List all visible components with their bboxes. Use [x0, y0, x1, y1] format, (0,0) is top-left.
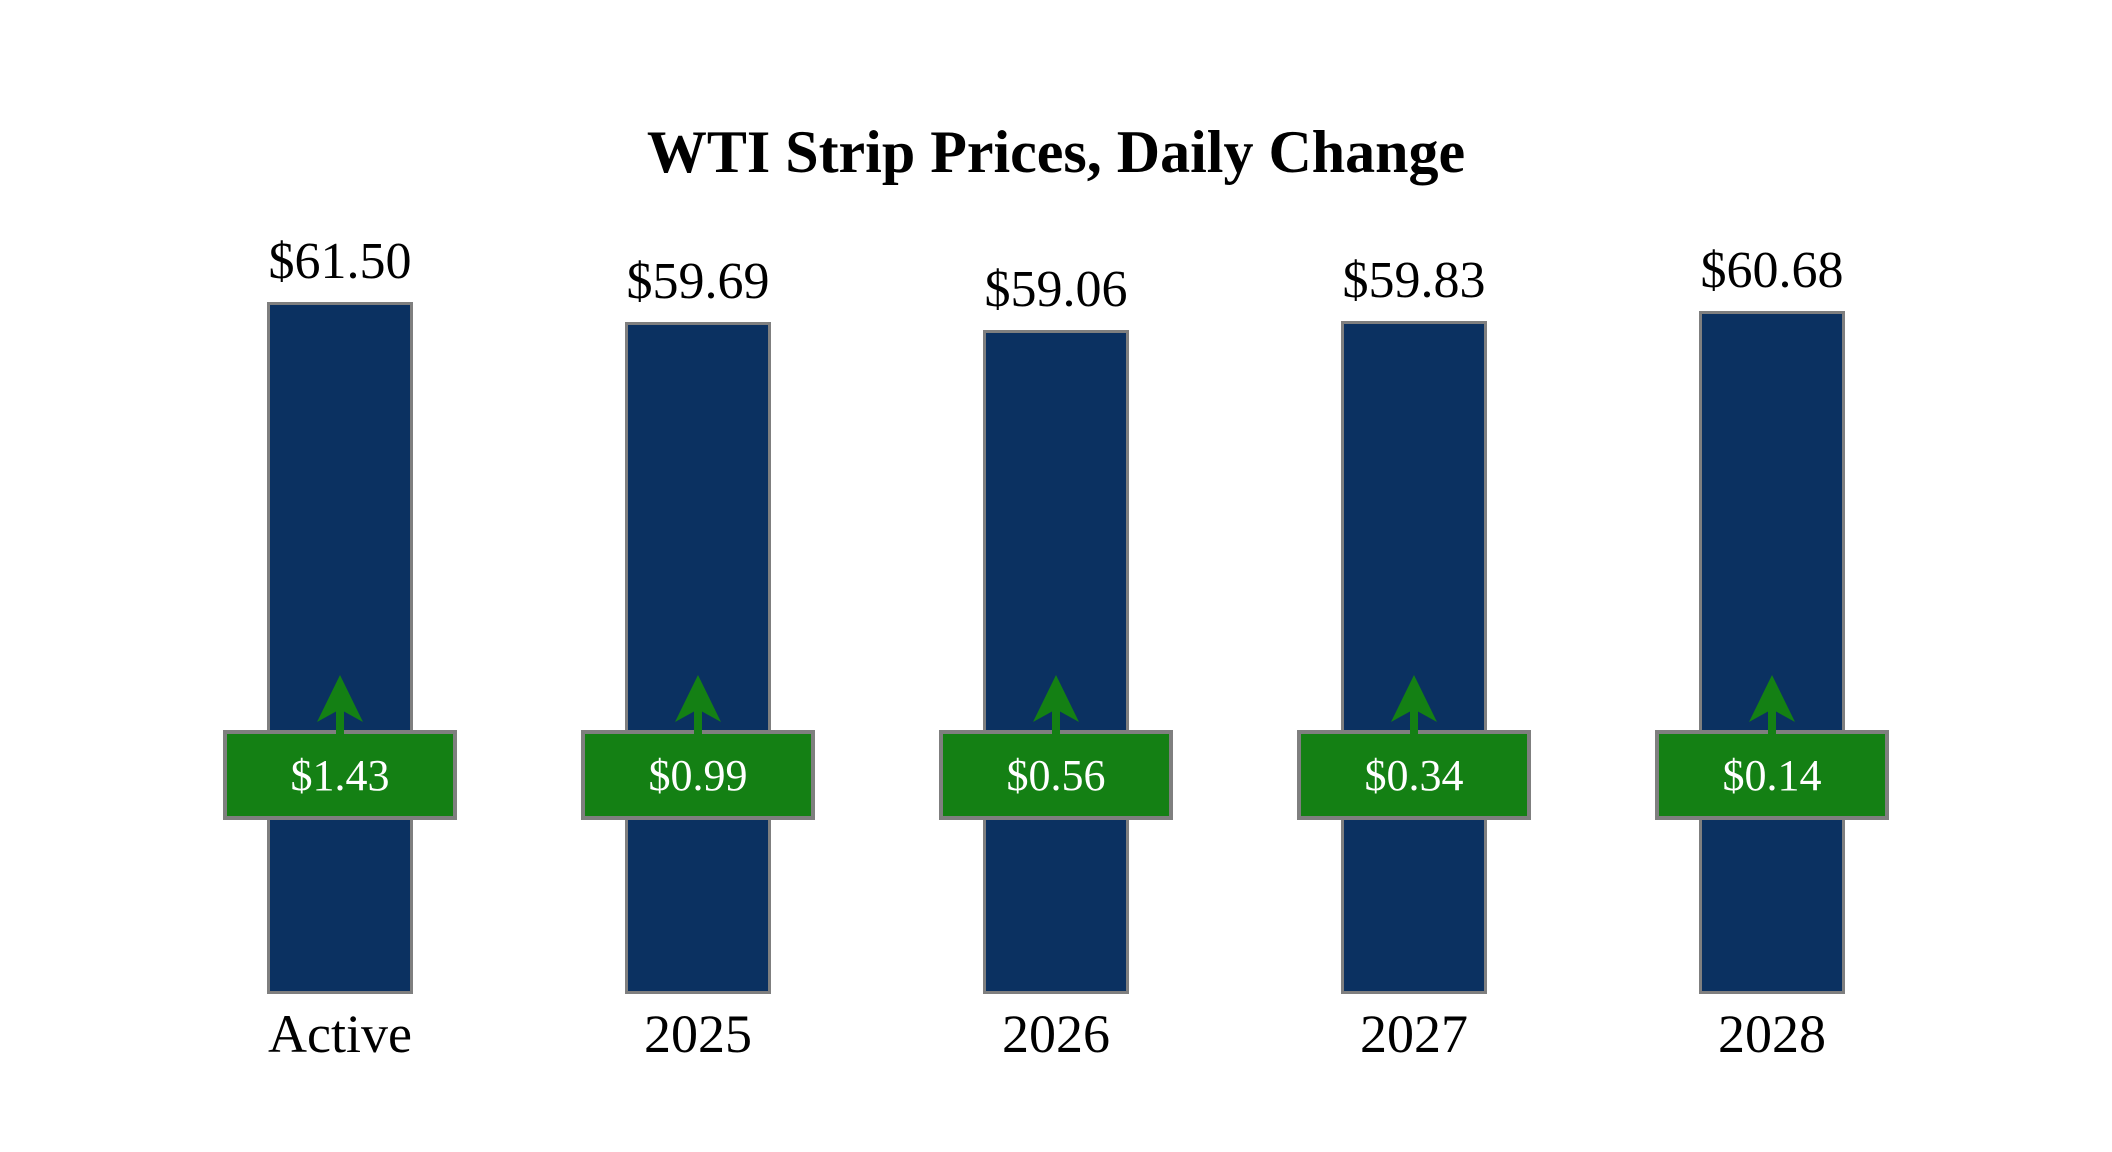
- price-bar: [983, 330, 1129, 994]
- category-label: 2026: [1002, 1004, 1110, 1064]
- change-value: $1.43: [290, 750, 390, 800]
- change-badge: $0.56: [939, 730, 1173, 820]
- category-label: 2025: [644, 1004, 752, 1064]
- price-label: $59.06: [984, 261, 1128, 318]
- up-arrow-icon: [317, 675, 363, 743]
- price-bar: [267, 302, 413, 994]
- price-bar: [1699, 311, 1845, 994]
- change-value: $0.34: [1364, 750, 1464, 800]
- category-label: 2028: [1718, 1004, 1826, 1064]
- change-badge: $0.34: [1297, 730, 1531, 820]
- change-badge: $0.99: [581, 730, 815, 820]
- price-label: $61.50: [268, 233, 412, 290]
- up-arrow-icon: [1749, 675, 1795, 743]
- price-label: $59.83: [1342, 252, 1486, 309]
- change-value: $0.99: [648, 750, 748, 800]
- up-arrow-icon: [1391, 675, 1437, 743]
- category-label: Active: [268, 1004, 412, 1064]
- up-arrow-icon: [675, 675, 721, 743]
- change-value: $0.14: [1722, 750, 1822, 800]
- price-label: $59.69: [626, 253, 770, 310]
- chart-title: WTI Strip Prices, Daily Change: [646, 119, 1466, 185]
- change-value: $0.56: [1006, 750, 1106, 800]
- change-badge: $1.43: [223, 730, 457, 820]
- price-label: $60.68: [1700, 242, 1844, 299]
- price-bar: [625, 322, 771, 994]
- up-arrow-icon: [1033, 675, 1079, 743]
- category-label: 2027: [1360, 1004, 1468, 1064]
- change-badge: $0.14: [1655, 730, 1889, 820]
- price-bar: [1341, 321, 1487, 994]
